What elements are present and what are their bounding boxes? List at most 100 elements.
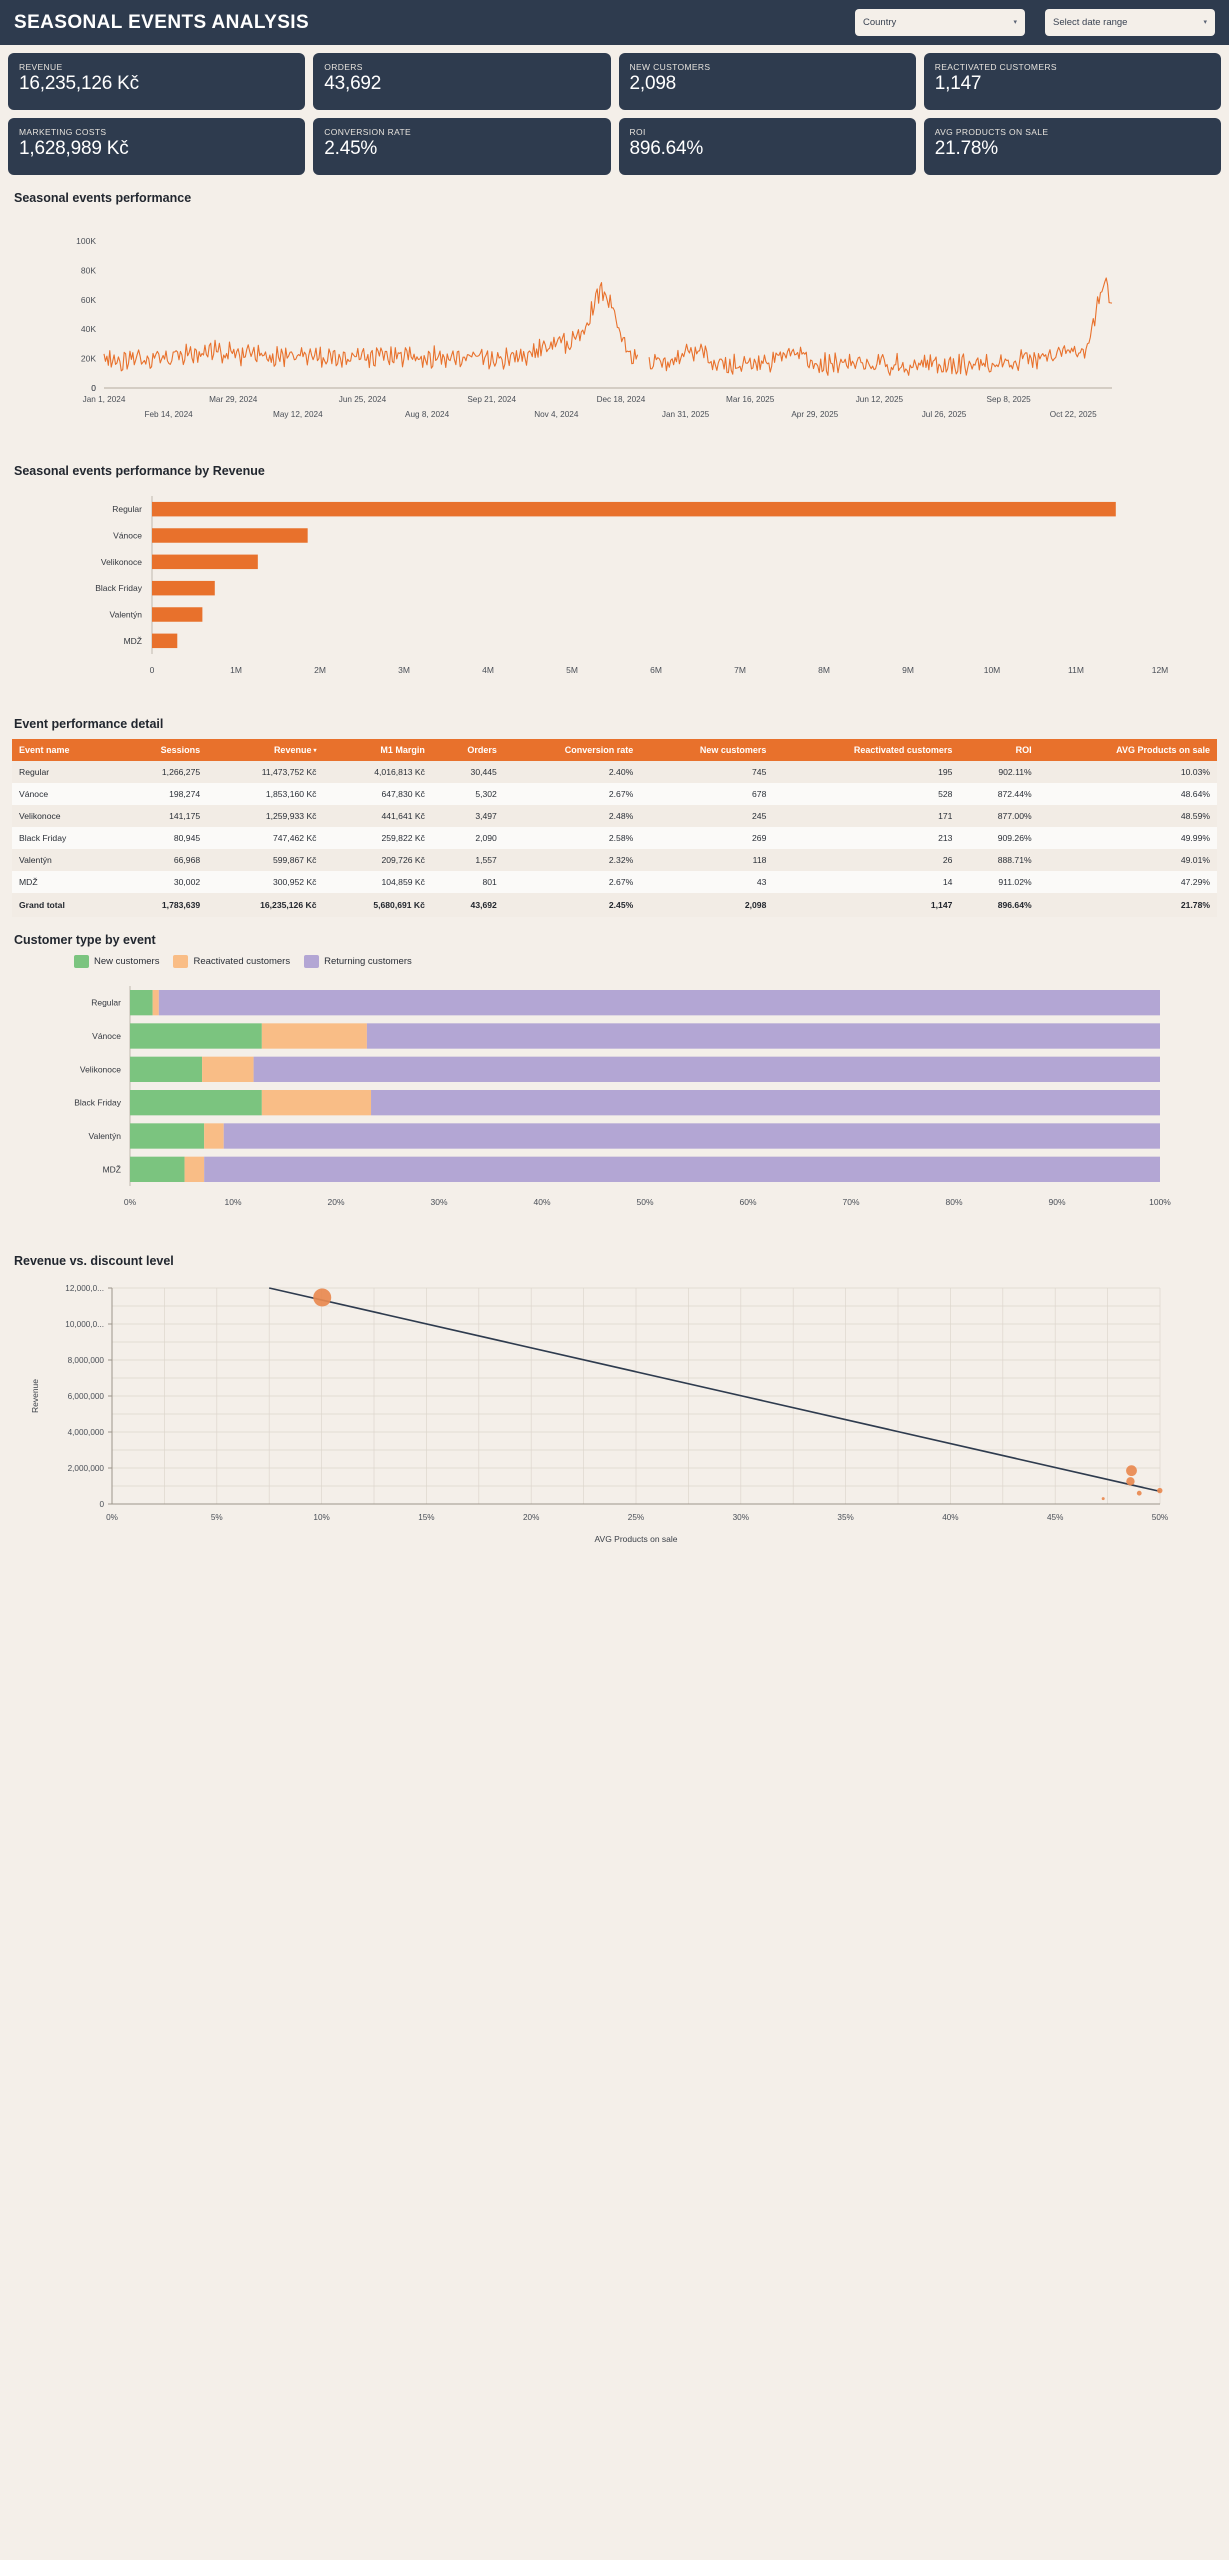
table-cell: 80,945 [173,833,201,843]
revenue-bar-chart-svg: Regular Vánoce Velikonoce Black Friday Valen… [95,496,1168,675]
stacked-segment-returning-customers[interactable] [223,1123,1161,1149]
kpi-value: 2,098 [629,73,677,94]
revenue-bar[interactable] [152,607,203,622]
date-range-filter-dropdown[interactable]: Select date range ▾ [1045,9,1215,36]
stacked-segment-new-customers[interactable] [130,1156,185,1182]
table-column-header[interactable]: New customers [640,739,774,761]
table-row[interactable]: Valentýn 66,968 599,867 Kč 209,726 Kč 1,557 2… [12,849,1217,871]
scatter-x-tick: 15% [418,1513,434,1522]
page-title: SEASONAL EVENTS ANALYSIS [14,11,310,33]
scatter-point[interactable] [1157,1487,1163,1494]
scatter-x-tick: 20% [523,1513,539,1522]
table-column-header[interactable]: Reactivated customers [773,739,960,761]
table-cell: 1,259,933 Kč [265,811,317,821]
table-cell: 43 [756,877,767,887]
stacked-segment-reactivated-customers[interactable] [184,1156,205,1182]
stacked-segment-reactivated-customers[interactable] [261,1023,367,1049]
stacked-segment-new-customers[interactable] [130,1090,262,1116]
line-chart-y-tick: 60K [81,295,96,305]
revenue-bar[interactable] [152,528,308,543]
table-row[interactable]: Black Friday 80,945 747,462 Kč 259,822 Kč 2,… [12,827,1217,849]
stacked-segment-returning-customers[interactable] [204,1156,1160,1182]
table-cell: 528 [938,789,953,799]
table-column-header[interactable]: Sessions [118,739,208,761]
revenue-bar[interactable] [152,633,178,649]
grand-total-cell: 5,680,691 Kč [323,893,432,917]
country-filter-dropdown[interactable]: Country ▾ [855,9,1025,36]
scatter-point[interactable] [1101,1497,1105,1501]
bar-chart-x-tick: 9M [902,665,914,675]
table-cell: 3,497 [475,811,497,821]
table-column-header[interactable]: M1 Margin [323,739,432,761]
kpi-label: AVG PRODUCTS ON SALE [934,127,1049,137]
customer-type-chart[interactable]: Regular Vánoce Velikonoce Black Friday Valen… [12,978,1217,1238]
table-cell: 678 [752,789,767,799]
country-filter-label: Country [863,17,897,28]
revenue-discount-title: Revenue vs. discount level [14,1254,174,1268]
scatter-y-tick: 12,000,0... [65,1284,104,1293]
table-column-header[interactable]: Orders [431,739,504,761]
scatter-point[interactable] [313,1288,332,1307]
legend-item-new-customers[interactable]: New customers [74,955,159,968]
scatter-y-tick: 4,000,000 [68,1428,105,1437]
revenue-bar[interactable] [152,580,215,596]
bar-chart-x-tick: 5M [566,665,578,675]
grand-total-cell: 21.78% [1038,893,1217,917]
stacked-segment-returning-customers[interactable] [371,1090,1160,1116]
scatter-point[interactable] [1126,1477,1135,1486]
legend-item-reactivated-customers[interactable]: Reactivated customers [173,955,290,968]
table-cell: 104,859 Kč [381,877,425,887]
event-detail-title: Event performance detail [14,717,164,731]
revenue-bar-chart[interactable]: Regular Vánoce Velikonoce Black Friday Valen… [12,486,1217,701]
scatter-point[interactable] [1136,1490,1142,1496]
line-chart-x-tick: Mar 16, 2025 [726,395,775,404]
scatter-x-tick: 40% [942,1513,958,1522]
stacked-chart-x-tick: 90% [1048,1197,1065,1207]
kpi-value: 2.45% [324,138,378,159]
line-chart-x-tick: Sep 21, 2024 [467,395,516,404]
stacked-chart-category-label: Vánoce [92,1031,121,1041]
line-chart[interactable]: 0 20K 40K 60K 80K 100K Jan 1, 2024 Feb 14, 2024… [12,213,1217,448]
revenue-bar[interactable] [152,501,1116,517]
legend-item-returning-customers[interactable]: Returning customers [304,955,412,968]
stacked-segment-returning-customers[interactable] [253,1056,1161,1082]
table-cell: 259,822 Kč [381,833,425,843]
stacked-segment-reactivated-customers[interactable] [261,1090,372,1116]
bar-chart-category-label: Velikonoce [101,557,142,567]
stacked-segment-new-customers[interactable] [130,1023,262,1049]
stacked-segment-returning-customers[interactable] [366,1023,1160,1049]
table-column-header[interactable]: ROI [959,739,1039,761]
stacked-segment-reactivated-customers[interactable] [202,1056,254,1082]
bar-chart-category-label: Black Friday [95,583,143,593]
table-cell: 49.99% [1180,833,1210,843]
table-row[interactable]: MDŽ 30,002 300,952 Kč 104,859 Kč 801 2.67% 43 1… [12,871,1217,893]
stacked-segment-reactivated-customers[interactable] [152,990,159,1016]
stacked-chart-x-tick: 80% [945,1197,962,1207]
table-row[interactable]: Vánoce 198,274 1,853,160 Kč 647,830 Kč 5,302… [12,783,1217,805]
table-column-header[interactable]: Event name [12,739,119,761]
table-column-header[interactable]: Revenue ▾ [207,739,324,761]
stacked-segment-new-customers[interactable] [130,990,153,1016]
grand-total-cell: 896.64% [959,893,1039,917]
stacked-segment-returning-customers[interactable] [158,990,1161,1016]
grand-total-cell: 1,147 [773,893,960,917]
stacked-segment-new-customers[interactable] [130,1123,205,1149]
scatter-point[interactable] [1126,1465,1137,1477]
table-row[interactable]: Regular 1,266,275 11,473,752 Kč 4,016,813 K… [12,761,1217,783]
table-row[interactable]: Velikonoce 141,175 1,259,933 Kč 441,641 Kč 3… [12,805,1217,827]
bar-chart-x-tick: 10M [984,665,1001,675]
table-column-header[interactable]: Conversion rate [503,739,641,761]
table-column-header[interactable]: AVG Products on sale [1038,739,1217,761]
table-cell: 747,462 Kč [273,833,317,843]
kpi-value: 1,628,989 Kč [19,138,129,159]
revenue-discount-chart[interactable]: 0 2,000,000 4,000,000 6,000,000 8,000,000 10,… [12,1276,1217,1561]
stacked-segment-reactivated-customers[interactable] [204,1123,224,1149]
table-cell: 48.64% [1180,789,1210,799]
line-chart-x-tick: Oct 22, 2025 [1050,410,1097,419]
table-cell: 269 [752,833,767,843]
table-cell: 141,175 [169,811,201,821]
bar-chart-x-tick: 11M [1068,665,1084,675]
revenue-bar[interactable] [152,554,258,570]
kpi-label: CONVERSION RATE [324,127,412,137]
stacked-segment-new-customers[interactable] [130,1056,203,1082]
